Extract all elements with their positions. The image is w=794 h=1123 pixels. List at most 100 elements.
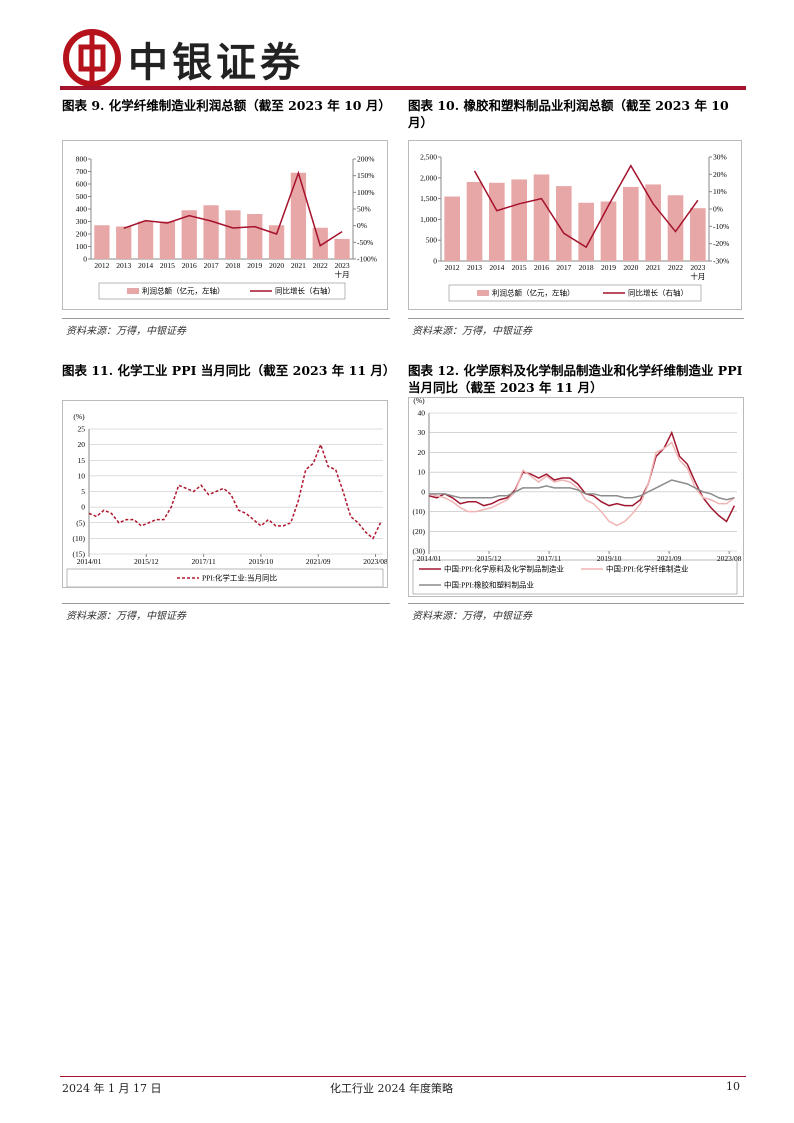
bar	[600, 201, 617, 261]
y-tick-label: (5)	[76, 518, 85, 527]
y-tick-label: 40	[418, 409, 426, 418]
y2-tick-label: 20%	[713, 170, 727, 179]
y-tick-label: (10)	[413, 507, 426, 516]
bar	[690, 208, 706, 261]
x-tick-label: 2016	[182, 261, 197, 270]
x-tick-label: 2019/10	[249, 557, 274, 566]
x-tick-label: 2019	[601, 263, 616, 272]
legend-label: 利润总额（亿元，左轴）	[142, 286, 225, 296]
y2-tick-label: -30%	[713, 257, 729, 266]
chart: 0 500 1,000 1,500 2,000 2,500 -30% -20% -10% 0% 10…	[408, 140, 742, 310]
rule	[62, 603, 390, 604]
page-number: 10	[726, 1080, 740, 1093]
x-tick-label: 2023 十月	[335, 261, 350, 279]
x-tick-label: 2021	[291, 261, 306, 270]
y-tick-label: 10	[418, 468, 426, 477]
x-tick-label: 2013	[467, 263, 482, 272]
y-tick-label: (30)	[413, 547, 426, 556]
logo-icon	[63, 29, 121, 87]
y-tick-label: 15	[78, 456, 86, 465]
legend-label: 中国:PPI:橡胶和塑料制品业	[444, 580, 535, 590]
y-unit: (%)	[413, 397, 425, 405]
y2-tick-label: 200%	[357, 155, 375, 164]
bar	[268, 225, 285, 259]
y-tick-label: 300	[76, 217, 88, 226]
rule	[408, 603, 744, 604]
x-tick-label: 2022	[668, 263, 683, 272]
y2-tick-label: -100%	[357, 255, 377, 264]
y2-tick-label: 50%	[357, 205, 371, 214]
y-tick-label: 20	[78, 440, 86, 449]
x-tick-label: 2012	[445, 263, 460, 272]
legend-box	[448, 284, 702, 302]
y-tick-label: 30	[418, 428, 426, 437]
x-tick-label: 2019/10	[597, 554, 622, 563]
y-tick-label: (15)	[73, 550, 86, 559]
x-tick-label: 2018	[225, 261, 240, 270]
footer-rule	[60, 1076, 746, 1077]
y2-tick-label: 0%	[713, 205, 723, 214]
y-tick-label: 25	[78, 425, 86, 434]
x-tick-label: 2017	[204, 261, 219, 270]
y-tick-label: 400	[76, 205, 88, 214]
y-tick-label: 0	[421, 487, 425, 496]
y-unit: (%)	[73, 412, 85, 421]
line	[123, 170, 343, 247]
line	[473, 164, 699, 249]
y-tick-label: 5	[81, 487, 85, 496]
y-tick-label: 0	[433, 257, 437, 266]
y2-tick-label: 10%	[713, 187, 727, 196]
y-tick-label: 2,500	[420, 153, 437, 162]
line	[88, 442, 382, 540]
line	[428, 441, 735, 527]
figure-title: 图表 9. 化学纤维制造业利润总额（截至 2023 年 10 月）	[62, 98, 391, 113]
y-tick-label: 0	[83, 255, 87, 264]
legend-label: 中国:PPI:化学纤维制造业	[606, 564, 689, 574]
source: 资料来源：万得，中银证券	[412, 326, 532, 337]
source: 资料来源：万得，中银证券	[66, 611, 186, 622]
x-tick-label: 2016	[534, 263, 549, 272]
legend-label: 中国:PPI:化学原料及化学制品制造业	[444, 564, 565, 574]
x-tick-label: 2018	[579, 263, 594, 272]
y2-tick-label: 0%	[357, 221, 367, 230]
header-rule	[60, 86, 746, 90]
rule	[62, 318, 390, 319]
x-tick-label: 2021/09	[657, 554, 682, 563]
x-tick-label: 2023 十月	[690, 263, 705, 281]
bar	[203, 205, 219, 259]
y-tick-label: (10)	[73, 534, 86, 543]
legend-box	[412, 559, 738, 595]
rule	[408, 318, 744, 319]
x-tick-label: 2017/11	[191, 557, 216, 566]
source: 资料来源：万得，中银证券	[412, 611, 532, 622]
legend-label: 同比增长（右轴）	[628, 288, 688, 298]
bar	[556, 186, 572, 261]
x-tick-label: 2013	[116, 261, 131, 270]
legend-box	[66, 568, 384, 587]
y-tick-label: 600	[76, 180, 88, 189]
y-tick-label: (20)	[413, 527, 426, 536]
x-tick-label: 2014	[489, 263, 504, 272]
x-tick-label: 2023/08	[363, 557, 388, 566]
legend-box	[98, 282, 346, 300]
y-tick-label: 500	[76, 192, 88, 201]
bar	[511, 179, 527, 261]
x-tick-label: 2014/01	[417, 554, 442, 563]
y-tick-label: 2,000	[420, 173, 437, 182]
bar	[466, 181, 483, 261]
x-tick-label: 2020	[269, 261, 284, 270]
x-tick-label: 2015/12	[477, 554, 502, 563]
legend-swatch	[127, 288, 139, 294]
bar	[489, 182, 505, 261]
legend-label: 同比增长（右轴）	[275, 286, 335, 296]
y2-tick-label: 100%	[357, 188, 375, 197]
x-tick-label: 2017/11	[537, 554, 562, 563]
footer-date: 2024 年 1 月 17 日	[62, 1082, 162, 1095]
bar	[181, 210, 197, 259]
x-tick-label: 2015/12	[134, 557, 159, 566]
bar	[444, 196, 460, 261]
legend-swatch	[477, 290, 489, 296]
figure-title: 图表 10. 橡胶和塑料制品业利润总额（截至 2023 年 10 月）	[408, 98, 729, 130]
x-tick-label: 2015	[512, 263, 527, 272]
